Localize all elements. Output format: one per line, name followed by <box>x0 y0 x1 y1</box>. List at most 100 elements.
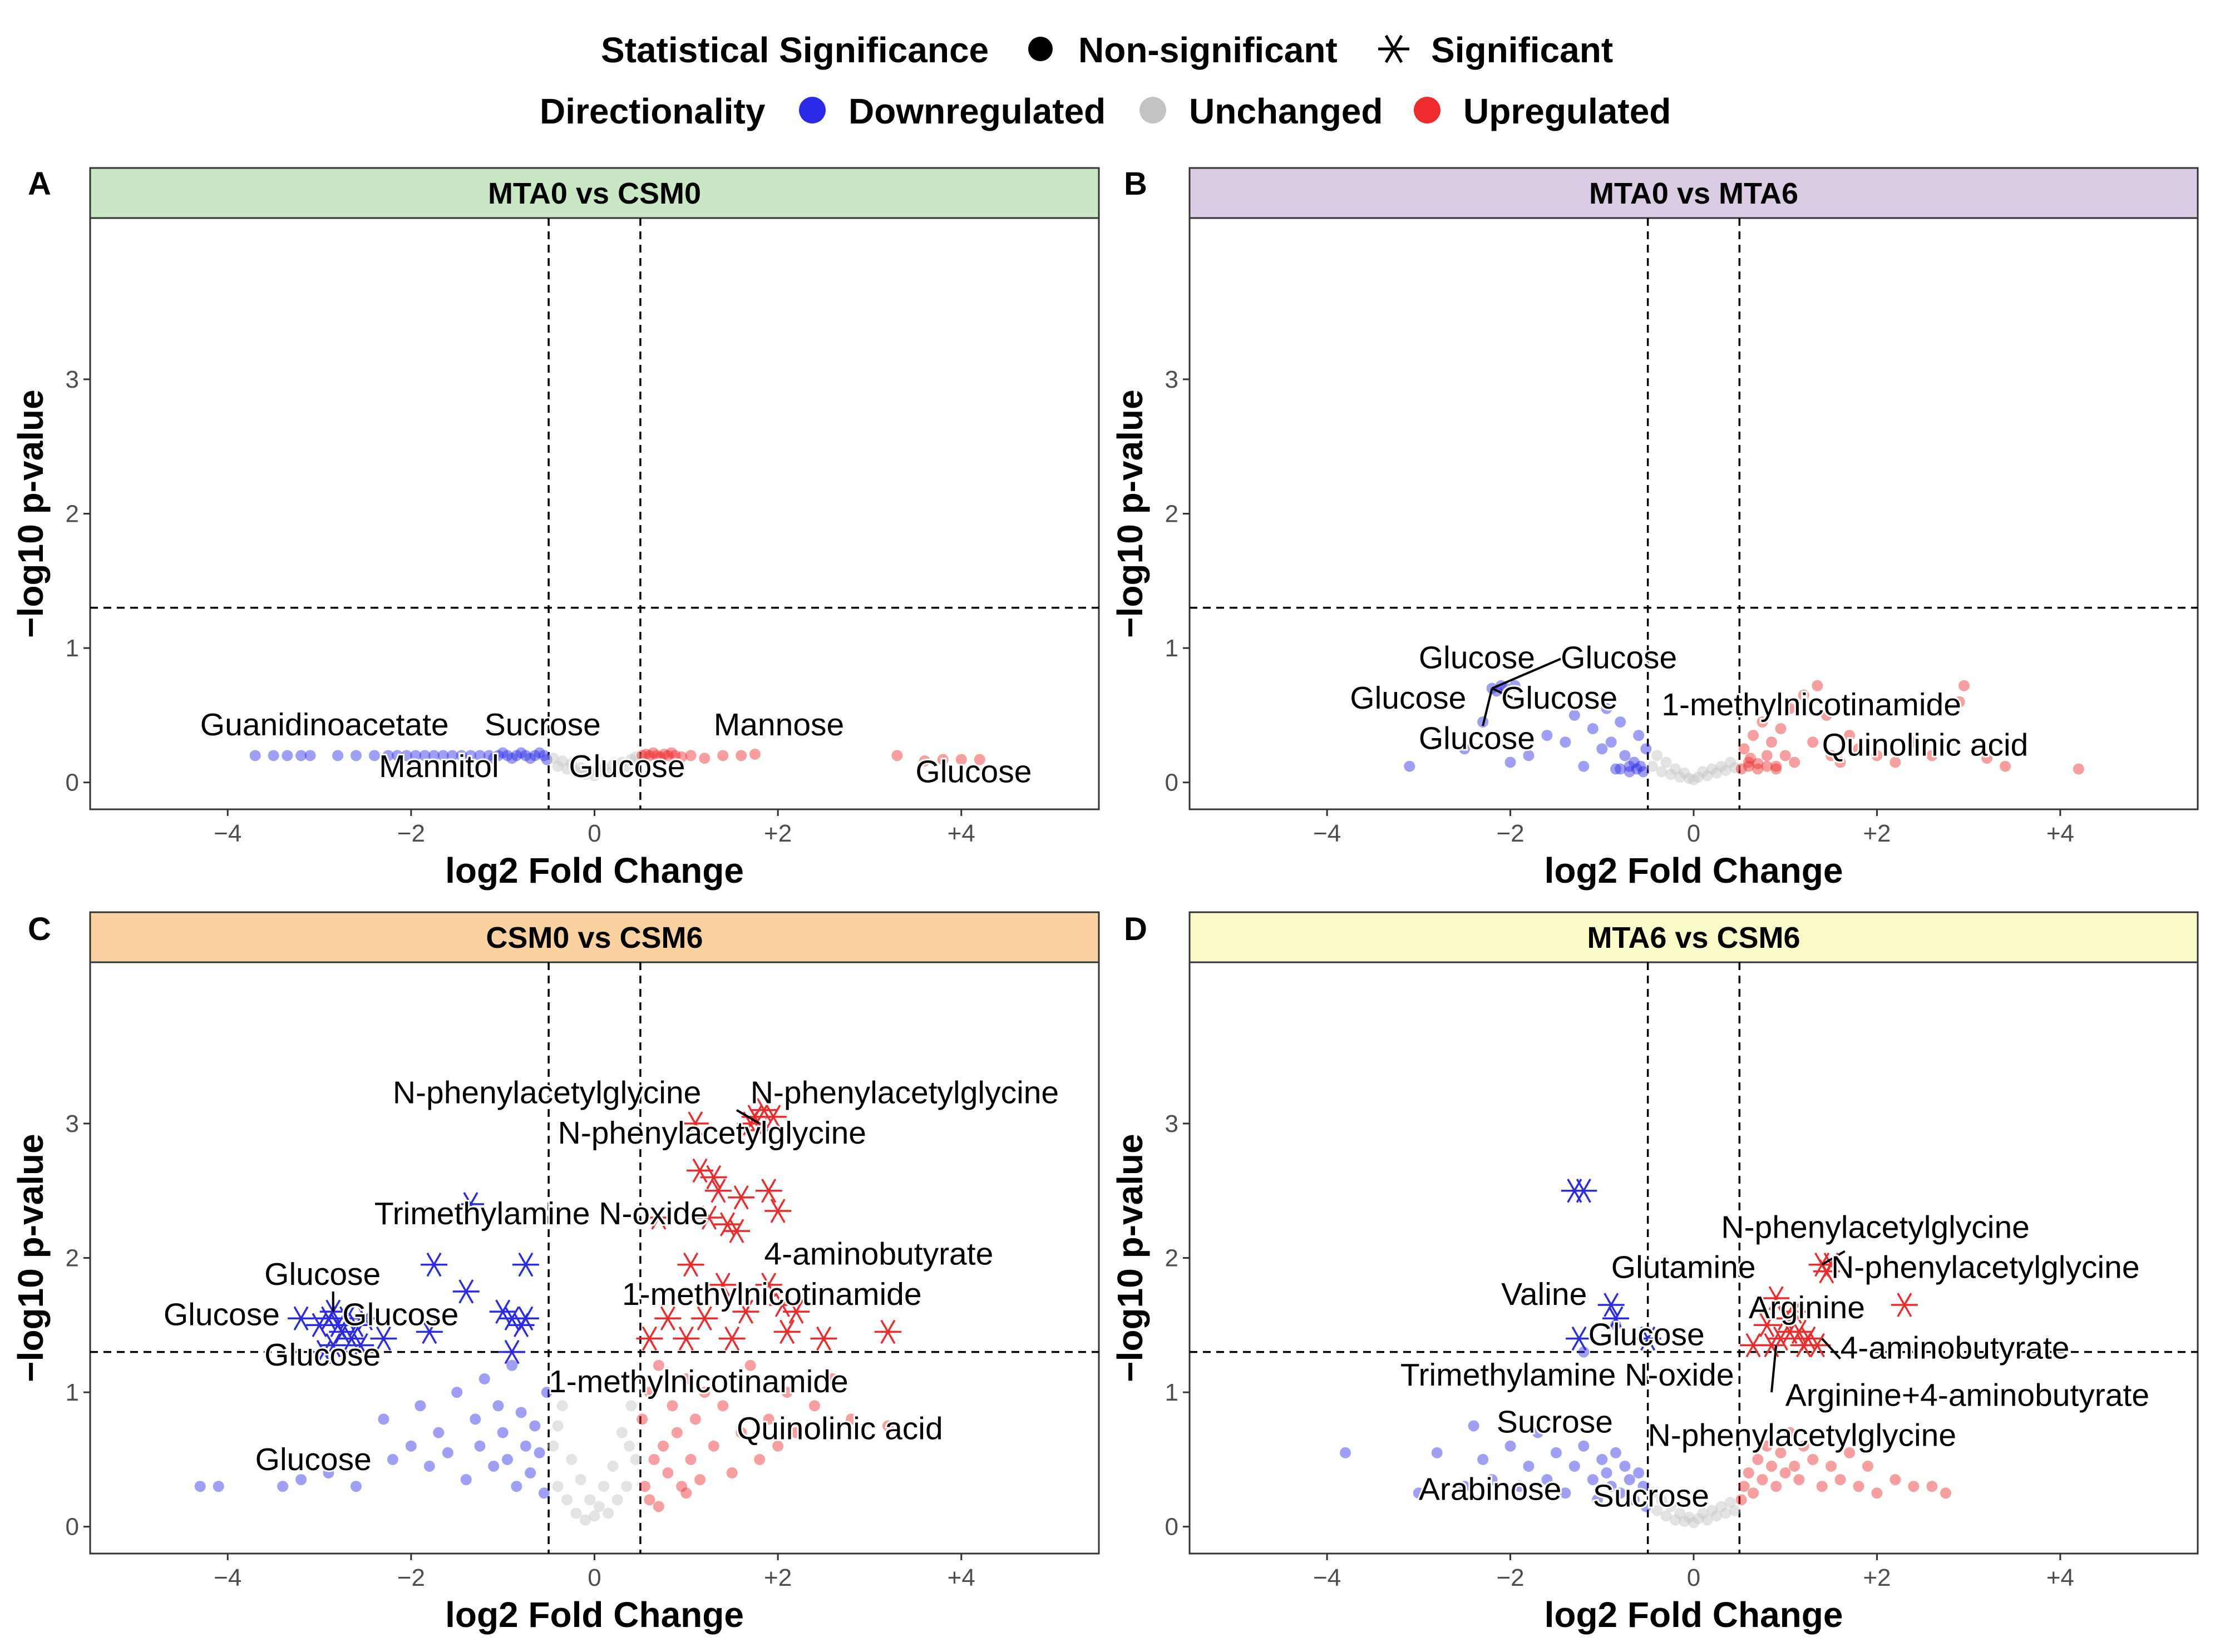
data-point <box>1798 689 1809 701</box>
data-point <box>1770 760 1782 772</box>
data-point <box>1720 1507 1731 1519</box>
panel-letter: B <box>1124 166 1147 202</box>
data-point <box>1953 696 1965 708</box>
metabolite-label: Glucose <box>164 1297 280 1332</box>
significant-point <box>1753 1313 1780 1338</box>
label-leader-line <box>1482 688 1493 726</box>
metabolite-label: Glucose <box>1561 640 1677 675</box>
data-point <box>1624 760 1635 772</box>
data-point <box>827 1373 839 1384</box>
data-point <box>1715 760 1727 772</box>
data-point <box>1697 1507 1709 1519</box>
significant-point <box>347 1333 374 1358</box>
data-point <box>736 1427 747 1438</box>
data-point <box>456 750 467 761</box>
data-point <box>1693 771 1704 783</box>
data-point <box>1738 1481 1750 1492</box>
data-point <box>1770 1481 1782 1492</box>
metabolite-label: Glucose <box>1350 680 1466 716</box>
data-point <box>1670 1514 1681 1526</box>
data-point <box>1679 1516 1690 1527</box>
data-point <box>580 1514 591 1526</box>
data-point <box>1784 703 1795 714</box>
data-point <box>717 750 729 761</box>
data-point <box>1701 1514 1713 1526</box>
data-point <box>937 754 949 765</box>
data-point <box>1615 1487 1626 1499</box>
panel-letter: A <box>28 166 51 202</box>
data-point <box>625 754 637 765</box>
data-point <box>497 1427 509 1438</box>
significant-point <box>512 1306 539 1330</box>
x-tick-label: −2 <box>1496 1564 1524 1591</box>
label-leader-line <box>1491 657 1561 690</box>
data-point <box>694 1474 706 1486</box>
data-point <box>607 1460 619 1472</box>
metabolite-label: Sucrose <box>485 707 601 743</box>
data-point <box>1766 736 1778 748</box>
data-point <box>538 750 550 761</box>
data-point <box>655 751 667 763</box>
data-point <box>478 1373 490 1384</box>
data-point <box>515 747 527 759</box>
data-point <box>1752 758 1764 769</box>
data-point <box>1670 763 1681 775</box>
data-point <box>624 1440 635 1452</box>
data-point <box>598 1481 609 1492</box>
significant-point <box>1602 1306 1629 1330</box>
data-point <box>598 762 609 774</box>
x-axis-title: log2 Fold Change <box>1545 850 1843 891</box>
metabolite-label: Glucose <box>1419 720 1535 756</box>
y-tick-label: 1 <box>1165 635 1178 662</box>
data-point <box>658 1440 669 1452</box>
data-point <box>580 769 591 780</box>
y-tick-label: 1 <box>1165 1379 1178 1406</box>
data-point <box>1596 743 1608 755</box>
data-point <box>419 750 431 761</box>
significant-point <box>714 1212 741 1236</box>
data-point <box>1729 762 1741 774</box>
legend-nonsig-label: Non-significant <box>1078 30 1338 70</box>
data-point <box>1431 1447 1443 1458</box>
metabolite-label: 1-methylnicotinamide <box>1661 687 1961 723</box>
data-point <box>1770 763 1782 775</box>
label-leader-line <box>1821 1338 1842 1360</box>
data-point <box>699 1387 711 1398</box>
data-point <box>295 1474 307 1486</box>
data-point <box>676 1481 688 1492</box>
data-point <box>1775 1447 1787 1458</box>
panel-d: D MTA6 vs CSM6 −4 −2 0 +2 +4 0 1 2 3 log2 Fold Chan… <box>1110 911 2199 1635</box>
significant-point <box>746 1118 773 1142</box>
data-point <box>474 750 486 761</box>
significant-point <box>874 1319 901 1344</box>
data-point <box>593 1501 605 1512</box>
data-point <box>1624 1474 1635 1486</box>
significant-point <box>636 1326 663 1351</box>
data-point <box>1779 750 1791 761</box>
data-point <box>1601 1467 1612 1479</box>
data-point <box>492 1400 504 1412</box>
data-point <box>2000 760 2011 772</box>
data-point <box>589 1510 600 1522</box>
data-point <box>552 1481 564 1492</box>
metabolite-label: Quinolinic acid <box>737 1411 943 1447</box>
legend-up-label: Upregulated <box>1463 91 1671 131</box>
data-point <box>552 760 564 772</box>
data-point <box>483 750 495 761</box>
significant-point <box>352 1306 379 1330</box>
data-point <box>1853 743 1864 755</box>
data-point <box>781 1387 793 1398</box>
data-point <box>882 1420 894 1432</box>
plot-area <box>1188 961 2199 1555</box>
data-point <box>699 753 711 764</box>
data-point <box>1550 1447 1562 1458</box>
y-tick-label: 2 <box>1165 501 1178 528</box>
data-point <box>460 1474 472 1486</box>
y-axis-title: −log10 p-value <box>11 1134 51 1382</box>
y-tick-label: 3 <box>66 366 79 393</box>
metabolite-label: N-phenylacetylglycine <box>1721 1209 2029 1245</box>
metabolite-label: 1-methylnicotinamide <box>549 1364 848 1399</box>
metabolite-label: N-phenylacetylglycine <box>558 1115 866 1151</box>
y-tick-label: 2 <box>66 501 79 528</box>
y-tick-label: 2 <box>1165 1245 1178 1272</box>
